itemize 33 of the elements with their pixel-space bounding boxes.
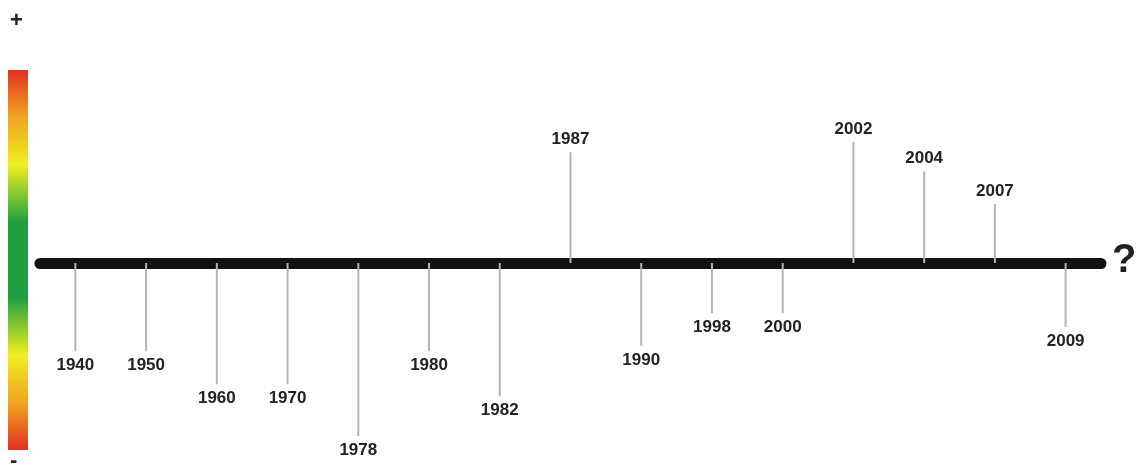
bar xyxy=(498,263,501,397)
bar xyxy=(286,263,289,385)
x-tick-label: 2004 xyxy=(905,148,944,168)
bar xyxy=(428,263,431,352)
x-tick-label: 1970 xyxy=(268,388,307,408)
x-tick-label: 1987 xyxy=(551,129,590,149)
text: ? xyxy=(1112,236,1137,280)
bar xyxy=(357,263,360,436)
x-tick-label: 2009 xyxy=(1046,331,1085,351)
text: + xyxy=(10,6,23,32)
bar xyxy=(1064,263,1067,328)
x-tick-label: 2002 xyxy=(834,118,873,138)
bar xyxy=(781,263,784,314)
text: - xyxy=(10,446,18,466)
x-tick-label: 1982 xyxy=(480,400,519,420)
x-tick-label: 1950 xyxy=(127,355,166,375)
bar xyxy=(710,263,713,314)
bar xyxy=(852,141,855,263)
bar xyxy=(145,263,148,352)
x-tick-label: 1990 xyxy=(622,350,661,370)
bar xyxy=(215,263,218,385)
bar xyxy=(569,152,572,263)
x-tick-label: 1940 xyxy=(56,355,95,375)
x-tick-label: 1980 xyxy=(410,355,448,375)
bar xyxy=(74,263,77,352)
x-tick-label: 1960 xyxy=(197,388,236,408)
x-tick-label: 2007 xyxy=(975,181,1014,201)
bar xyxy=(640,263,643,347)
bar xyxy=(923,171,926,263)
x-tick-label: 1978 xyxy=(339,440,378,459)
x-tick-label: 1998 xyxy=(693,317,731,337)
x-tick-label: 2000 xyxy=(763,317,802,337)
bar xyxy=(993,204,996,263)
